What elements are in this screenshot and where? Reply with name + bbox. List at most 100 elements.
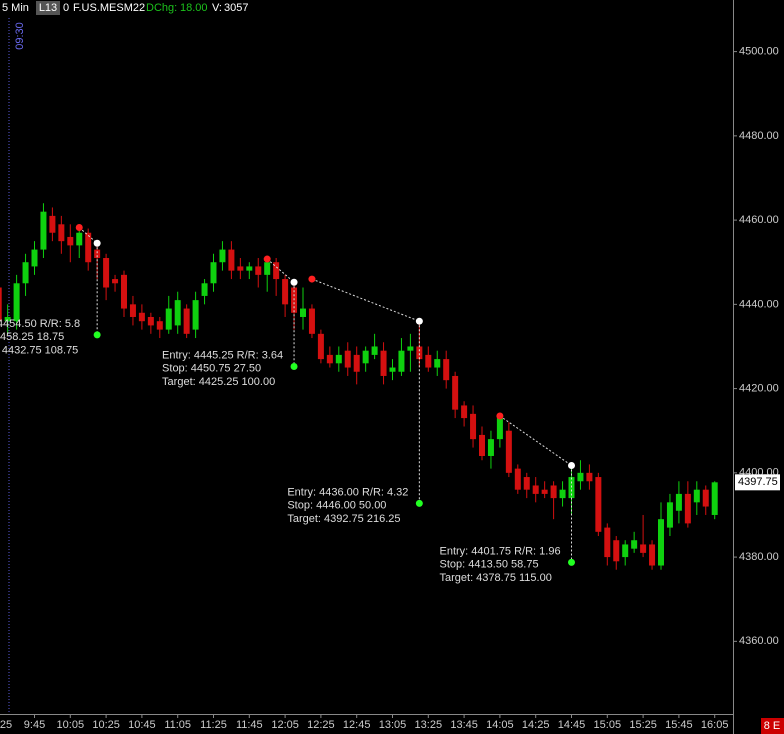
candle-body: [353, 354, 360, 372]
candle-body: [156, 321, 163, 330]
candle-body: [443, 359, 450, 381]
candle-body: [487, 439, 494, 456]
candle-body: [586, 472, 593, 482]
candle-body: [693, 489, 700, 503]
plot-area: Entry: 4454.50 R/R: 5.8Stop: 4458.25 18.…: [0, 203, 718, 584]
signal-link: [311, 278, 420, 322]
candle-body: [246, 266, 253, 271]
signal-text: Entry: 4436.00 R/R: 4.32: [287, 486, 408, 498]
y-tick-label: 4380.00: [739, 551, 779, 563]
last-price-box: [735, 474, 780, 491]
candle-body: [631, 540, 638, 549]
candle-body: [541, 489, 548, 494]
candle-body: [532, 485, 539, 494]
candle-body: [550, 485, 557, 499]
candle-body: [658, 519, 664, 566]
candle-body: [308, 308, 315, 334]
signal-text: Target: 4425.25 100.00: [162, 376, 275, 388]
candle-body: [129, 304, 136, 317]
x-tick-label: 16:05: [701, 719, 729, 731]
x-tick-label: 10:45: [128, 719, 156, 731]
candle-body: [344, 350, 351, 368]
x-tick-label: 11:25: [200, 719, 227, 731]
volume-label: V:: [212, 2, 222, 14]
target-marker: [290, 362, 298, 370]
candle-body: [94, 249, 101, 259]
candle-body: [237, 266, 244, 271]
candle-body: [613, 540, 620, 562]
candle-body: [371, 346, 378, 355]
x-tick-label: 11:05: [164, 719, 191, 731]
signal-text: Target: 4432.75 108.75: [0, 344, 78, 356]
flag: 0: [63, 2, 69, 14]
stop-marker: [308, 275, 316, 283]
candle-body: [85, 232, 92, 263]
stop-marker: [496, 412, 504, 420]
interval: 5 Min: [2, 2, 29, 14]
signal-text: Entry: 4401.75 R/R: 1.96: [440, 545, 561, 557]
candle-body: [4, 316, 11, 322]
layout-box: [36, 1, 60, 15]
candle-body: [398, 350, 405, 372]
entry-marker: [93, 239, 101, 247]
candle-body: [273, 262, 280, 280]
header-bg: [0, 0, 250, 16]
signal-text: Entry: 4454.50 R/R: 5.8: [0, 318, 80, 330]
candle-body: [165, 308, 172, 330]
candle-body: [147, 316, 154, 326]
candle-body: [317, 333, 324, 360]
signal-text: Entry: 4445.25 R/R: 3.64: [162, 349, 283, 361]
candle-body: [0, 287, 2, 322]
candle-body: [675, 493, 682, 511]
candle-body: [138, 312, 145, 322]
candle-body: [40, 211, 47, 250]
candle-body: [335, 354, 342, 364]
candle-body: [49, 215, 56, 233]
candle-body: [389, 367, 396, 372]
candle-body: [282, 279, 289, 305]
candle-body: [112, 279, 119, 284]
volume: 3057: [224, 2, 248, 14]
badge-bg: [761, 718, 784, 734]
dchg-label: DChg:: [146, 2, 177, 14]
candle-body: [416, 346, 423, 360]
candle-body: [514, 468, 521, 490]
signal-text: Target: 4392.75 216.25: [287, 513, 400, 525]
signal-link: [499, 415, 572, 466]
x-tick-label: 14:25: [522, 719, 550, 731]
signal-text: Stop: 4458.25 18.75: [0, 331, 64, 343]
signal-text: Target: 4378.75 115.00: [440, 572, 552, 584]
layout: L13: [39, 2, 57, 14]
target-marker: [568, 558, 575, 566]
entry-marker: [290, 278, 298, 286]
x-tick-label: 9:45: [24, 719, 45, 731]
candle-body: [496, 418, 503, 440]
candle-body: [255, 266, 262, 275]
candle-body: [568, 477, 575, 499]
candle-body: [684, 493, 691, 524]
candle-body: [470, 413, 477, 440]
entry-marker: [415, 317, 423, 325]
candle-body: [219, 249, 226, 263]
candle-body: [67, 236, 74, 246]
candle-body: [264, 262, 271, 275]
candle-body: [595, 477, 602, 532]
candle-body: [76, 232, 83, 246]
candle-body: [326, 354, 333, 364]
candle-body: [649, 544, 656, 566]
y-tick-label: 4440.00: [739, 298, 779, 310]
stop-marker: [75, 223, 83, 231]
x-tick-label: 14:05: [486, 719, 514, 731]
candle-body: [103, 258, 110, 288]
x-tick-label: 12:25: [307, 719, 335, 731]
last-price-label: 4397.75: [738, 476, 778, 488]
x-tick-label: 15:25: [629, 719, 657, 731]
signal-text: Stop: 4413.50 58.75: [440, 559, 539, 571]
candle-body: [577, 472, 584, 482]
x-tick-label: 12:45: [343, 719, 371, 731]
signal-text: Stop: 4446.00 50.00: [287, 500, 386, 512]
y-tick-label: 4500.00: [739, 46, 779, 58]
candle-body: [479, 434, 485, 456]
candle-body: [702, 489, 709, 507]
